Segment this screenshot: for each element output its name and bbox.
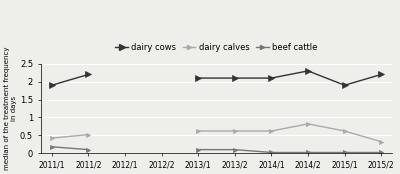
Y-axis label: median of the treatment frequency
in days: median of the treatment frequency in day… [4,47,17,170]
Legend: dairy cows, dairy calves, beef cattle: dairy cows, dairy calves, beef cattle [112,39,321,55]
